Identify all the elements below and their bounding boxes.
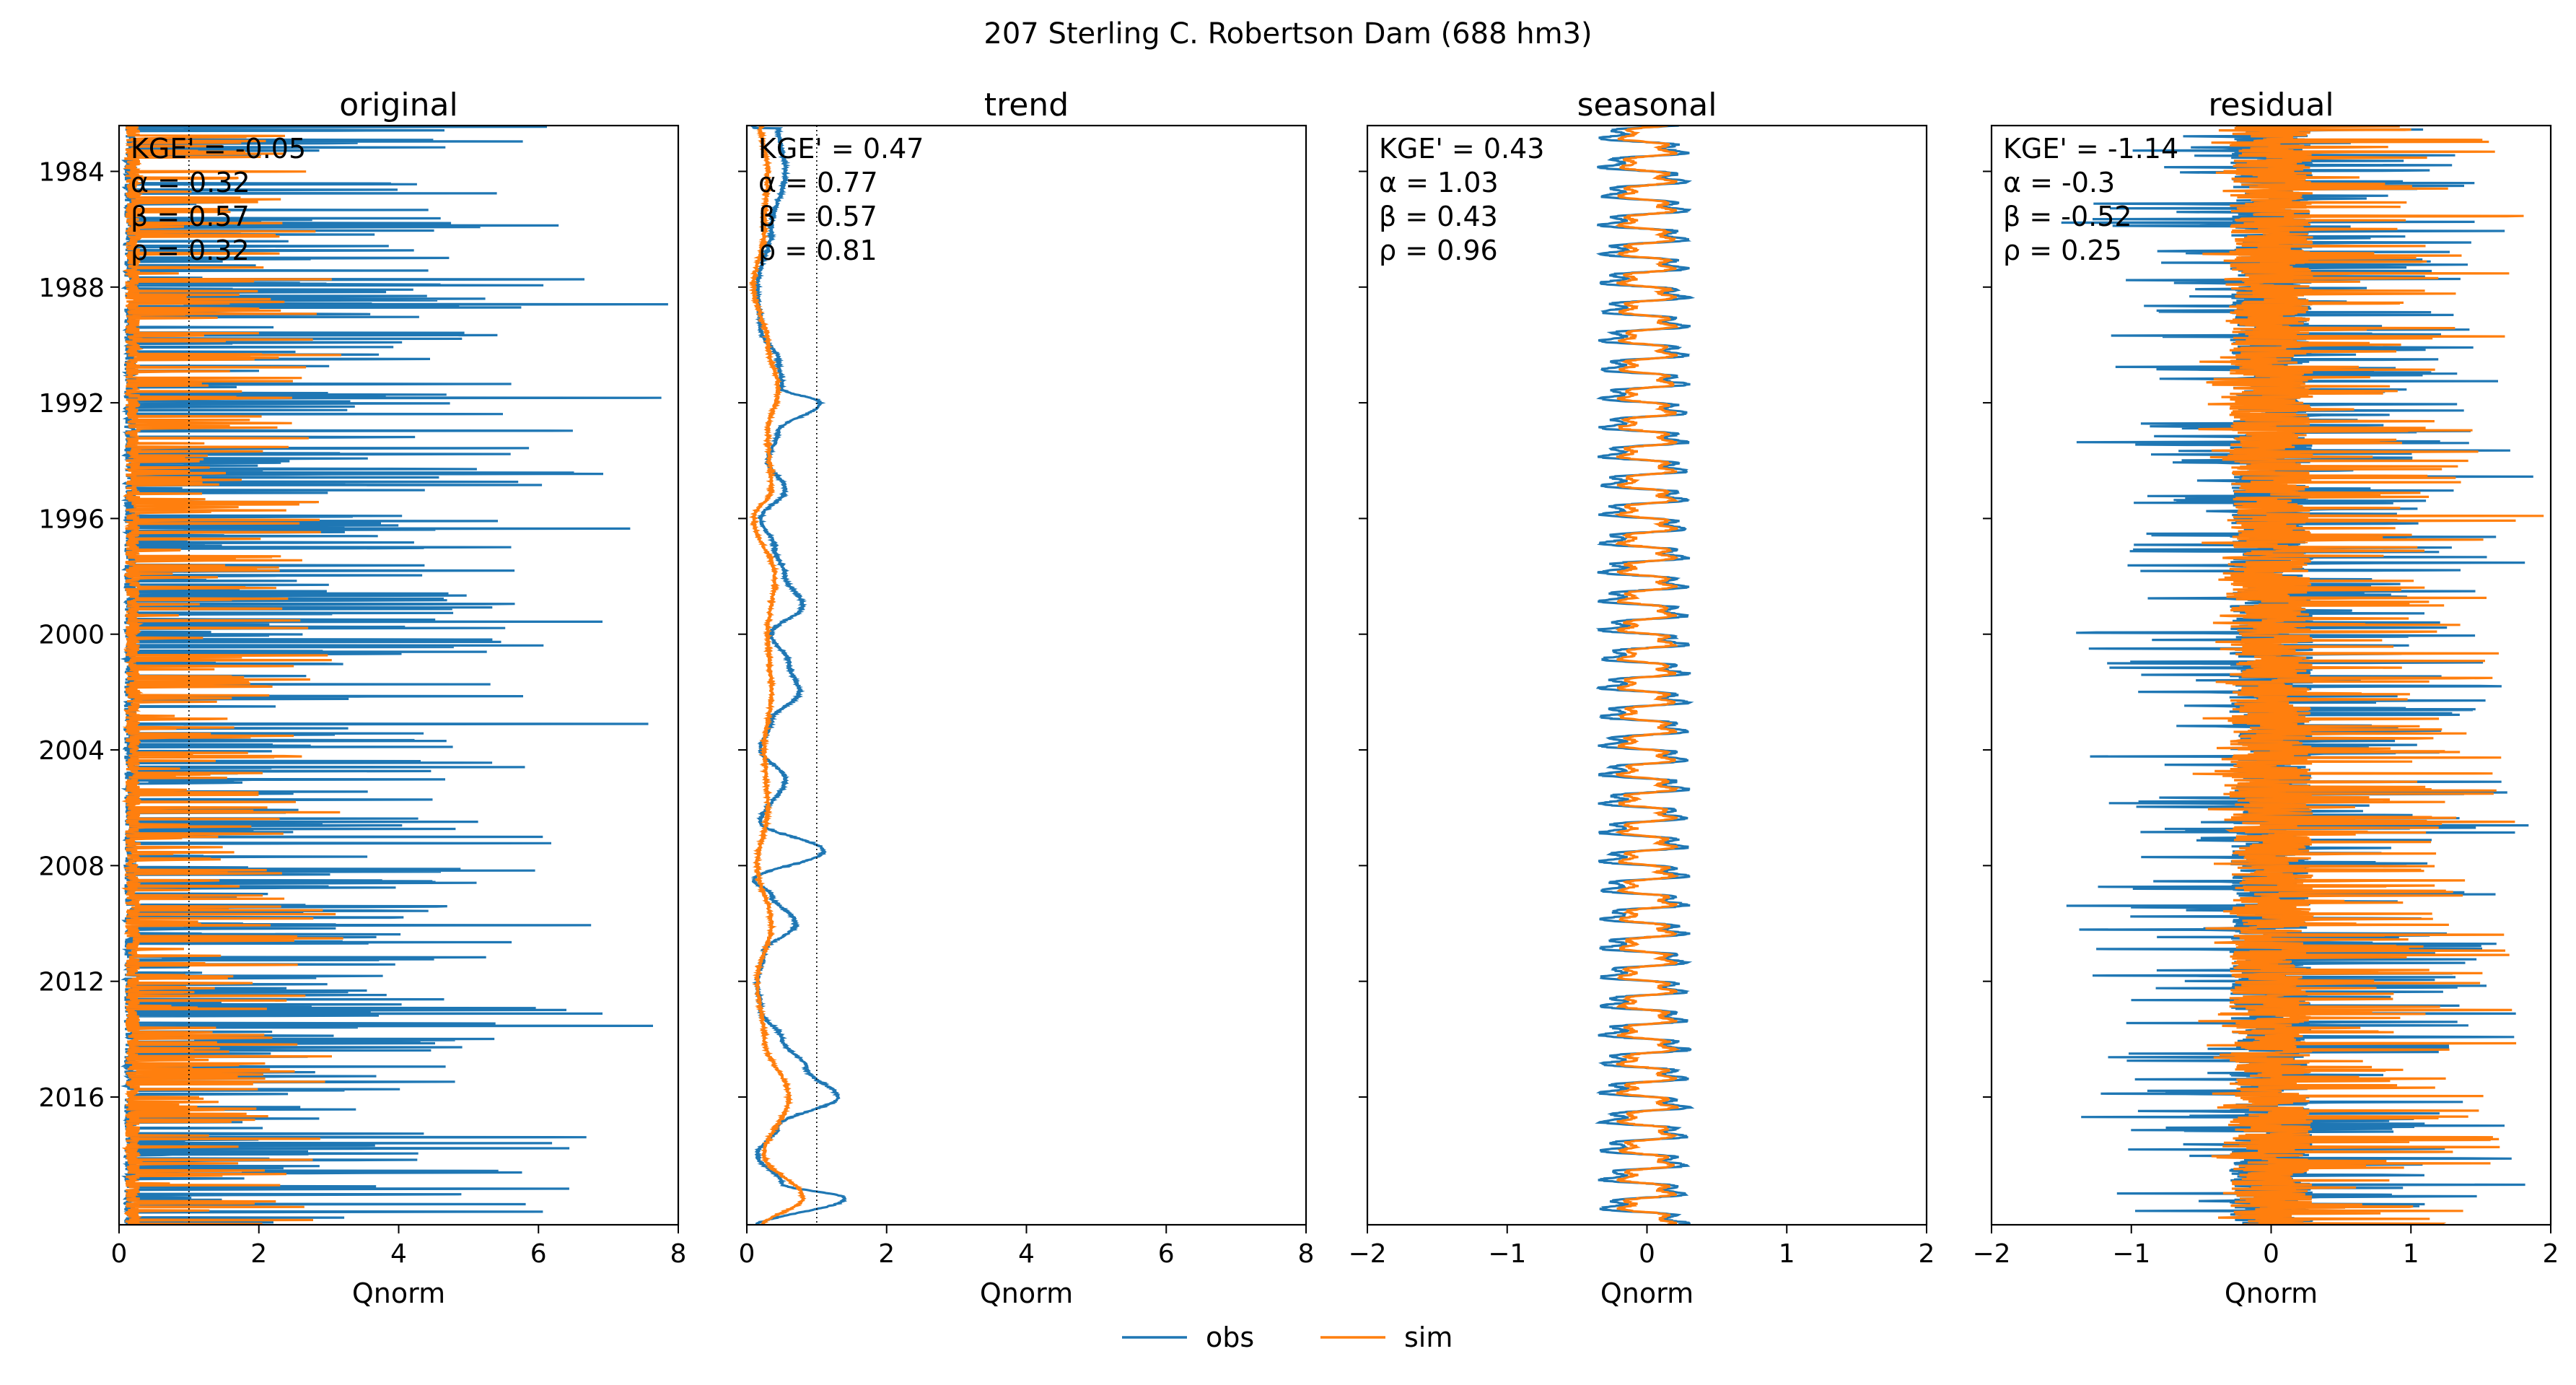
stat-kge: KGE' = -1.14	[2003, 133, 2178, 165]
x-tick-label: 0	[111, 1239, 128, 1269]
y-tick-label: 2000	[38, 621, 105, 650]
series-sim-line	[748, 126, 807, 1225]
series-obs-line	[750, 126, 848, 1225]
x-axis-label: Qnorm	[2225, 1277, 2318, 1309]
x-axis-label: Qnorm	[352, 1277, 445, 1309]
stat-kge: KGE' = -0.05	[131, 133, 306, 165]
x-tick-label: −2	[1972, 1239, 2010, 1269]
series-sim-line	[1614, 126, 1681, 1225]
legend: obs sim	[1122, 1321, 1453, 1353]
y-tick-label: 2004	[38, 736, 105, 766]
axes-frame	[745, 124, 1307, 1226]
panel-title: residual	[2208, 87, 2334, 123]
stats-box: KGE' = 0.43α = 1.03β = 0.43ρ = 0.96	[1379, 133, 1544, 266]
x-tick-label: 2	[1919, 1239, 1935, 1269]
x-tick-label: −1	[1488, 1239, 1526, 1269]
stats-box: KGE' = -1.14α = -0.3β = -0.52ρ = 0.25	[2003, 133, 2178, 266]
panel-original: original 0 2 4 6 8 Qnorm 1984 1988 1992 1996 2000 20…	[38, 87, 686, 1309]
x-tick-label: 0	[2263, 1239, 2279, 1269]
x-tick-label: 4	[1018, 1239, 1035, 1269]
stat-beta: β = -0.52	[2003, 201, 2132, 232]
panel-title: trend	[984, 87, 1069, 123]
x-tick-label: 8	[670, 1239, 687, 1269]
panel-seasonal: seasonal −2 −1 0 1 2 Qnorm KGE' = 0.43α = 1.03β…	[1348, 87, 1935, 1309]
x-tick-label: 6	[530, 1239, 547, 1269]
x-tick-label: 2	[2543, 1239, 2559, 1269]
legend-obs-label: obs	[1206, 1321, 1254, 1353]
x-tick-label: 2	[878, 1239, 895, 1269]
stats-box: KGE' = -0.05α = 0.32β = 0.57ρ = 0.32	[131, 133, 306, 266]
series-sim-line	[2192, 126, 2544, 1225]
panel-title: original	[339, 87, 457, 123]
stat-rho: ρ = 0.81	[758, 235, 877, 266]
y-tick-label: 1996	[38, 504, 105, 534]
x-tick-label: 4	[390, 1239, 407, 1269]
stat-rho: ρ = 0.96	[1379, 235, 1498, 266]
y-tick-label: 1984	[38, 157, 105, 187]
legend-sim-label: sim	[1404, 1321, 1453, 1353]
stat-rho: ρ = 0.32	[131, 235, 250, 266]
stat-beta: β = 0.57	[131, 201, 250, 232]
x-tick-label: 8	[1298, 1239, 1315, 1269]
x-tick-label: 2	[250, 1239, 267, 1269]
x-tick-label: 1	[2403, 1239, 2419, 1269]
axes-frame	[1366, 124, 1928, 1226]
stat-beta: β = 0.43	[1379, 201, 1498, 232]
x-tick-label: −1	[2112, 1239, 2150, 1269]
panel-residual: residual −2 −1 0 1 2 Qnorm KGE' = -1.14α = -0.3…	[1972, 87, 2559, 1309]
panel-trend: trend 0 2 4 6 8 Qnorm KGE' = 0.47α = 0.77β = 0.…	[738, 87, 1314, 1309]
stat-kge: KGE' = 0.43	[1379, 133, 1544, 165]
stat-alpha: α = 0.77	[758, 167, 878, 198]
stat-alpha: α = 0.32	[131, 167, 250, 198]
series-sim-line	[121, 126, 343, 1225]
stat-rho: ρ = 0.25	[2003, 235, 2122, 266]
x-axis-label: Qnorm	[1600, 1277, 1694, 1309]
stat-beta: β = 0.57	[758, 201, 877, 232]
x-axis-label: Qnorm	[980, 1277, 1073, 1309]
x-tick-label: 0	[1639, 1239, 1655, 1269]
y-tick-label: 2008	[38, 852, 105, 881]
x-tick-label: 1	[1779, 1239, 1795, 1269]
series-obs-line	[1595, 126, 1696, 1225]
stat-kge: KGE' = 0.47	[758, 133, 924, 165]
y-tick-label: 2016	[38, 1083, 105, 1113]
x-tick-label: −2	[1348, 1239, 1386, 1269]
stat-alpha: α = -0.3	[2003, 167, 2115, 198]
stats-box: KGE' = 0.47α = 0.77β = 0.57ρ = 0.81	[758, 133, 924, 266]
x-tick-label: 6	[1158, 1239, 1175, 1269]
x-tick-label: 0	[739, 1239, 755, 1269]
y-tick-label: 2012	[38, 968, 105, 997]
y-tick-label: 1992	[38, 389, 105, 419]
figure-title: 207 Sterling C. Robertson Dam (688 hm3)	[983, 17, 1592, 51]
y-tick-label: 1988	[38, 274, 105, 303]
panel-title: seasonal	[1577, 87, 1717, 123]
stat-alpha: α = 1.03	[1379, 167, 1499, 198]
